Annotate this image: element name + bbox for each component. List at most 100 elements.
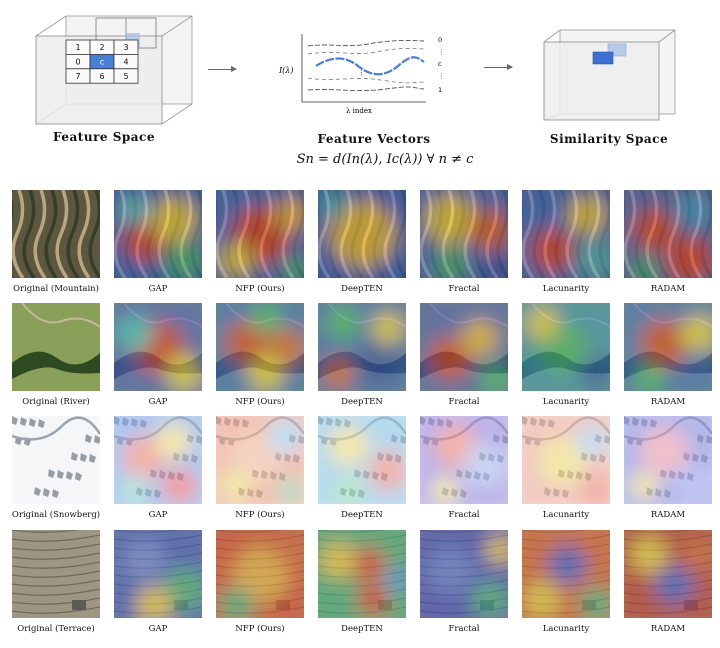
activation-heatmap — [624, 530, 712, 618]
image-row-mountain: Original (Mountain) GAP NFP (Ours) DeepTEN F… — [0, 190, 720, 300]
method-caption: DeepTEN — [341, 510, 383, 520]
activation-heatmap — [624, 416, 712, 504]
original-caption: Original (River) — [22, 397, 90, 407]
heatmap-cell: NFP (Ours) — [216, 190, 304, 294]
plot-right-label: ⋮ — [438, 72, 445, 80]
grid-cell-4: 4 — [123, 57, 128, 66]
original-caption: Original (Snowberg) — [11, 510, 101, 520]
heatmap-cell: RADAM — [624, 530, 712, 634]
grid-cell-c: c — [100, 57, 104, 66]
method-caption: Lacunarity — [542, 284, 590, 294]
method-caption: NFP (Ours) — [235, 397, 285, 407]
method-caption: Fractal — [448, 397, 480, 407]
original-caption: Original (Terrace) — [17, 624, 95, 634]
original-image — [12, 190, 100, 278]
heatmap-cell: Fractal — [420, 416, 508, 520]
heatmap-cell: NFP (Ours) — [216, 303, 304, 407]
original-caption: Original (Mountain) — [13, 284, 99, 294]
grid-cell-0: 0 — [75, 57, 80, 66]
original-image-cell: Original (Terrace) — [12, 530, 100, 634]
similarity-formula: Sn = d(In(λ), Ic(λ)) ∀ n ≠ c — [296, 152, 474, 167]
heatmap-cell: RADAM — [624, 303, 712, 407]
heatmap-cell: Lacunarity — [522, 190, 610, 294]
method-caption: GAP — [148, 284, 168, 294]
plot-xlabel: λ index — [346, 107, 372, 115]
heatmap-cell: GAP — [114, 416, 202, 520]
heatmap-cell: RADAM — [624, 416, 712, 520]
original-image-cell: Original (Mountain) — [12, 190, 100, 294]
svg-text:⋮: ⋮ — [358, 69, 365, 77]
activation-heatmap — [522, 190, 610, 278]
image-row-snow: Original (Snowberg) GAP NFP (Ours) DeepTEN F… — [0, 416, 720, 526]
activation-heatmap — [318, 416, 406, 504]
method-caption: DeepTEN — [341, 397, 383, 407]
method-caption: Fractal — [448, 510, 480, 520]
method-caption: GAP — [148, 510, 168, 520]
method-caption: Fractal — [448, 284, 480, 294]
plot-right-label: 1 — [438, 86, 442, 94]
heatmap-cell: DeepTEN — [318, 530, 406, 634]
arrow-right-icon — [208, 66, 237, 72]
heatmap-cell: DeepTEN — [318, 416, 406, 520]
method-caption: GAP — [148, 624, 168, 634]
activation-heatmap — [216, 416, 304, 504]
neighborhood-grid: 1 2 3 0 c 4 7 6 5 — [65, 39, 139, 84]
similarity-space-label: Similarity Space — [549, 132, 669, 146]
activation-heatmap — [114, 530, 202, 618]
activation-heatmap — [522, 303, 610, 391]
plot-right-label: ⋮ — [438, 48, 445, 56]
grid-cell-2: 2 — [99, 43, 104, 52]
image-row-terrace: Original (Terrace) GAP NFP (Ours) DeepTEN Fr… — [0, 530, 720, 640]
activation-heatmap — [420, 530, 508, 618]
grid-cell-7: 7 — [75, 72, 80, 81]
original-image — [12, 416, 100, 504]
heatmap-cell: Fractal — [420, 190, 508, 294]
method-caption: NFP (Ours) — [235, 284, 285, 294]
activation-heatmap — [624, 190, 712, 278]
grid-cell-3: 3 — [123, 43, 128, 52]
original-image — [12, 303, 100, 391]
method-caption: RADAM — [650, 397, 686, 407]
plot-ylabel: I(λ) — [278, 66, 293, 75]
method-caption: GAP — [148, 397, 168, 407]
method-caption: NFP (Ours) — [235, 510, 285, 520]
activation-heatmap — [420, 190, 508, 278]
method-caption: RADAM — [650, 510, 686, 520]
method-caption: Lacunarity — [542, 624, 590, 634]
feature-space-cube: 1 2 3 0 c 4 7 6 5 — [35, 15, 193, 125]
grid-cell-5: 5 — [123, 72, 128, 81]
activation-heatmap — [216, 530, 304, 618]
plot-right-label: 0 — [438, 36, 442, 44]
heatmap-cell: DeepTEN — [318, 303, 406, 407]
arrow-right-icon — [484, 64, 513, 70]
method-caption: NFP (Ours) — [235, 624, 285, 634]
feature-vectors-label: Feature Vectors — [317, 132, 431, 146]
heatmap-cell: RADAM — [624, 190, 712, 294]
image-row-river: Original (River) GAP NFP (Ours) DeepTEN Frac… — [0, 303, 720, 413]
method-caption: DeepTEN — [341, 624, 383, 634]
method-caption: DeepTEN — [341, 284, 383, 294]
method-caption: Lacunarity — [542, 510, 590, 520]
heatmap-cell: Fractal — [420, 530, 508, 634]
activation-heatmap — [522, 530, 610, 618]
heatmap-cell: GAP — [114, 303, 202, 407]
feature-space-label: Feature Space — [53, 130, 155, 144]
method-caption: RADAM — [650, 284, 686, 294]
heatmap-cell: GAP — [114, 530, 202, 634]
heatmap-cell: GAP — [114, 190, 202, 294]
activation-heatmap — [114, 416, 202, 504]
heatmap-cell: Lacunarity — [522, 303, 610, 407]
activation-heatmap — [216, 303, 304, 391]
grid-cell-1: 1 — [75, 43, 80, 52]
activation-heatmap — [318, 190, 406, 278]
method-caption: RADAM — [650, 624, 686, 634]
heatmap-cell: Fractal — [420, 303, 508, 407]
feature-vectors-plot: I(λ) λ index ⋮ 0 ⋮ c ⋮ 1 — [278, 34, 445, 115]
activation-heatmap — [318, 303, 406, 391]
activation-heatmap — [522, 416, 610, 504]
heatmap-cell: NFP (Ours) — [216, 416, 304, 520]
activation-heatmap — [318, 530, 406, 618]
activation-heatmap — [624, 303, 712, 391]
heatmap-cell: Lacunarity — [522, 530, 610, 634]
method-overview-diagram: 1 2 3 0 c 4 7 6 5 I(λ) λ index ⋮ 0 ⋮ c ⋮ 1 Feature S… — [0, 0, 720, 178]
